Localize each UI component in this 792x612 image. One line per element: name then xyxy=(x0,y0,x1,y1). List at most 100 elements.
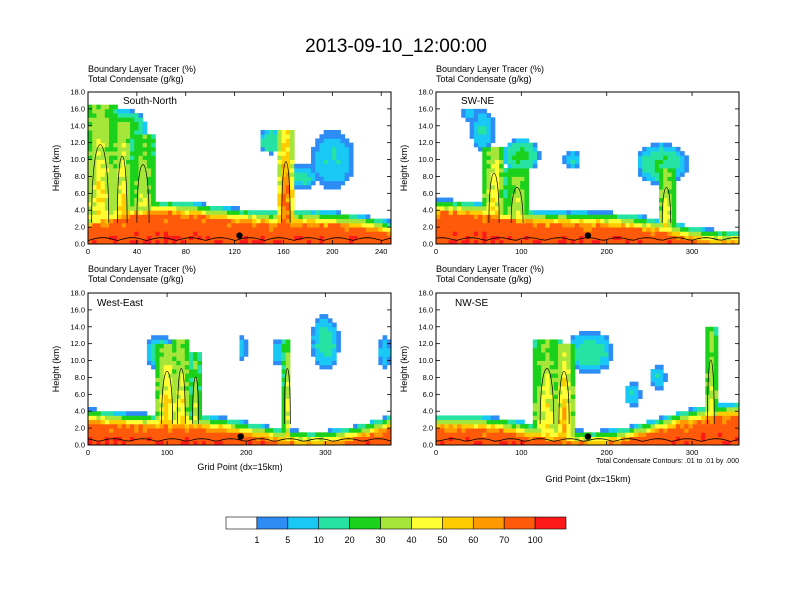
heatmap-cell xyxy=(667,189,673,194)
heatmap-cell xyxy=(100,125,106,131)
heatmap-cell xyxy=(142,146,148,152)
heatmap-cell xyxy=(374,218,379,224)
heatmap-cell xyxy=(281,218,287,224)
heatmap-cell xyxy=(113,113,118,118)
heatmap-cell xyxy=(553,347,559,353)
heatmap-cell xyxy=(696,231,702,236)
heatmap-cell xyxy=(348,159,354,165)
heatmap-cell xyxy=(579,364,584,370)
heatmap-cell xyxy=(176,352,181,357)
heatmap-cell xyxy=(382,360,388,366)
heatmap-cell xyxy=(281,415,287,421)
heatmap-cell xyxy=(327,343,333,349)
heatmap-cell xyxy=(361,214,367,220)
heatmap-cell xyxy=(638,390,643,395)
heatmap-cell xyxy=(113,117,118,122)
heatmap-cell xyxy=(503,159,508,165)
heatmap-cell xyxy=(159,432,165,437)
heatmap-cell xyxy=(621,428,626,433)
heatmap-cell xyxy=(486,138,492,144)
heatmap-cell xyxy=(499,176,504,182)
heatmap-cell xyxy=(100,117,106,122)
heatmap-cell xyxy=(436,197,441,203)
heatmap-cell xyxy=(549,239,555,245)
heatmap-cell xyxy=(600,239,605,245)
heatmap-cell xyxy=(612,222,618,228)
heatmap-cell xyxy=(281,343,287,349)
heatmap-cell xyxy=(675,176,681,182)
heatmap-cell xyxy=(473,428,479,433)
plot-area: 0 100 200 3000.02.04.06.08.010.012.014.016.… xyxy=(70,289,392,457)
heatmap-cell xyxy=(193,428,198,433)
heatmap-cell xyxy=(214,214,219,220)
heatmap-cell xyxy=(570,222,576,228)
heatmap-cell xyxy=(151,142,156,148)
heatmap-cell xyxy=(323,210,329,215)
heatmap-cell xyxy=(142,415,148,421)
heatmap-cell xyxy=(709,398,715,404)
heatmap-cell xyxy=(646,155,652,160)
heatmap-cell xyxy=(151,347,156,353)
heatmap-cell xyxy=(621,214,626,220)
heatmap-cell xyxy=(562,235,567,241)
heatmap-cell xyxy=(214,423,219,429)
heatmap-cell xyxy=(382,432,388,437)
heatmap-cell xyxy=(210,214,215,220)
heatmap-cell xyxy=(654,440,660,446)
heatmap-cell xyxy=(332,159,337,165)
heatmap-cell xyxy=(311,172,316,177)
panel-title-line1: Boundary Layer Tracer (%) xyxy=(436,64,544,74)
heatmap-cell xyxy=(507,159,513,165)
heatmap-cell xyxy=(294,163,299,169)
heatmap-cell xyxy=(167,218,173,224)
heatmap-cell xyxy=(193,381,198,387)
heatmap-cell xyxy=(327,172,333,177)
heatmap-cell xyxy=(570,235,576,241)
heatmap-cell xyxy=(336,440,341,446)
heatmap-cell xyxy=(482,176,487,182)
heatmap-cell xyxy=(176,411,181,416)
heatmap-cell xyxy=(252,432,257,437)
heatmap-cell xyxy=(469,117,475,122)
heatmap-cell xyxy=(104,151,110,156)
heatmap-cell xyxy=(595,210,601,215)
heatmap-cell xyxy=(311,440,316,446)
heatmap-cell xyxy=(663,146,668,152)
heatmap-cell xyxy=(717,419,723,425)
heatmap-cell xyxy=(452,222,458,228)
heatmap-cell xyxy=(281,407,287,412)
heatmap-cell xyxy=(473,142,479,148)
heatmap-cell xyxy=(176,407,181,412)
heatmap-cell xyxy=(100,121,106,127)
heatmap-cell xyxy=(595,239,601,245)
heatmap-cell xyxy=(680,411,685,416)
y-tick-label: 6.0 xyxy=(75,189,85,198)
heatmap-cell xyxy=(176,239,181,245)
heatmap-cell xyxy=(503,227,508,232)
heatmap-cell xyxy=(709,381,715,387)
heatmap-cell xyxy=(705,436,710,442)
x-tick-label: 100 xyxy=(515,448,528,457)
heatmap-cell xyxy=(663,197,668,203)
heatmap-cell xyxy=(159,210,165,215)
heatmap-cell xyxy=(374,432,379,437)
heatmap-cell xyxy=(671,189,677,194)
heatmap-cell xyxy=(532,339,538,345)
heatmap-cell xyxy=(574,343,580,349)
heatmap-cell xyxy=(587,360,593,366)
condensate-contour xyxy=(661,187,672,223)
heatmap-cell xyxy=(570,423,576,429)
heatmap-cell xyxy=(583,339,588,345)
heatmap-cell xyxy=(180,423,186,429)
heatmap-cell xyxy=(478,235,483,241)
heatmap-cell xyxy=(545,428,551,433)
heatmap-cell xyxy=(654,180,660,186)
heatmap-cell xyxy=(595,222,601,228)
heatmap-cell xyxy=(344,227,350,232)
heatmap-cell xyxy=(558,356,563,361)
heatmap-cell xyxy=(218,419,224,425)
colorbar-label: 100 xyxy=(528,535,543,545)
heatmap-cell xyxy=(298,231,304,236)
heatmap-cell xyxy=(260,130,266,135)
heatmap-cell xyxy=(332,239,337,245)
